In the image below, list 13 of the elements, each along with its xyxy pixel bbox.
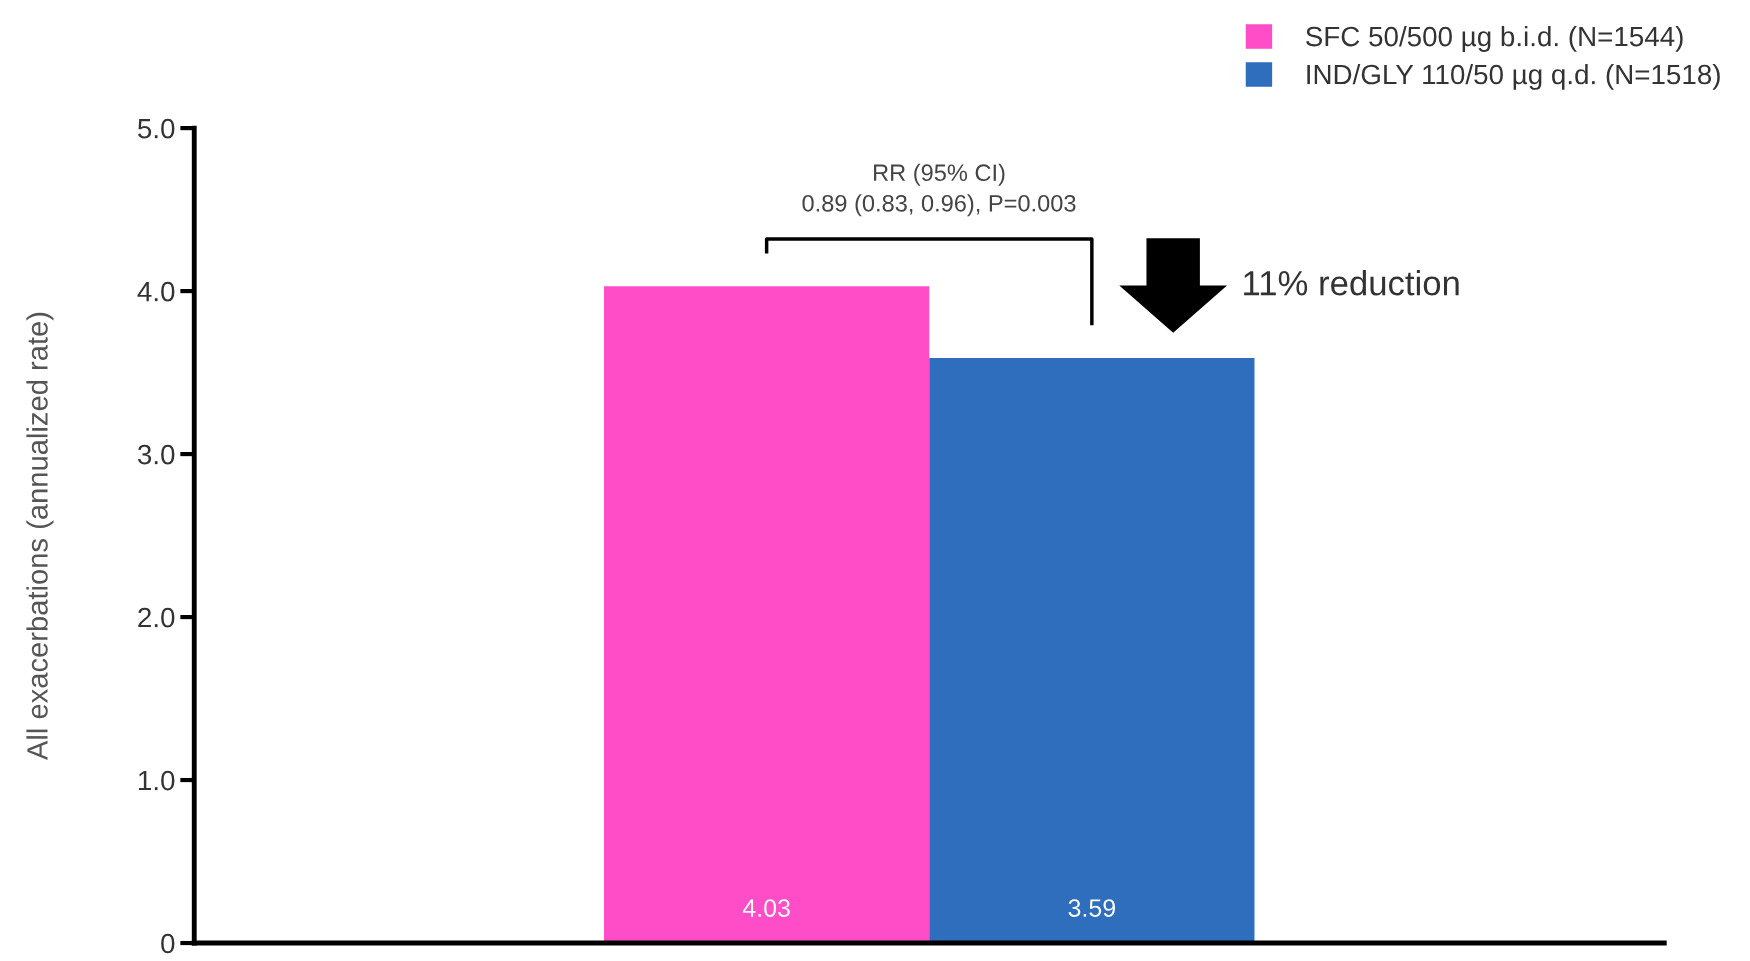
data-label: 4.03: [742, 899, 790, 917]
y-tick-label: 4.0: [137, 281, 175, 302]
y-tick-label: 0: [161, 933, 175, 954]
legend-label: SFC 50/500 µg b.i.d. (N=1544): [1306, 25, 1683, 52]
annotation: RR (95% CI) 0.89 (0.83, 0.96), P=0.003: [802, 163, 1076, 217]
legend-label: IND/GLY 110/50 µg q.d. (N=1518): [1307, 63, 1720, 90]
y-tick-label: 2.0: [138, 607, 175, 628]
annotation: 11% reduction: [1244, 270, 1459, 296]
y-axis-title: All exacerbations (annualized rate): [26, 312, 54, 761]
y-tick-label: 3.0: [137, 444, 175, 465]
y-tick-label: 1.0: [139, 770, 175, 791]
y-tick-label: 5.0: [138, 118, 175, 139]
data-label: 3.59: [1068, 899, 1116, 917]
